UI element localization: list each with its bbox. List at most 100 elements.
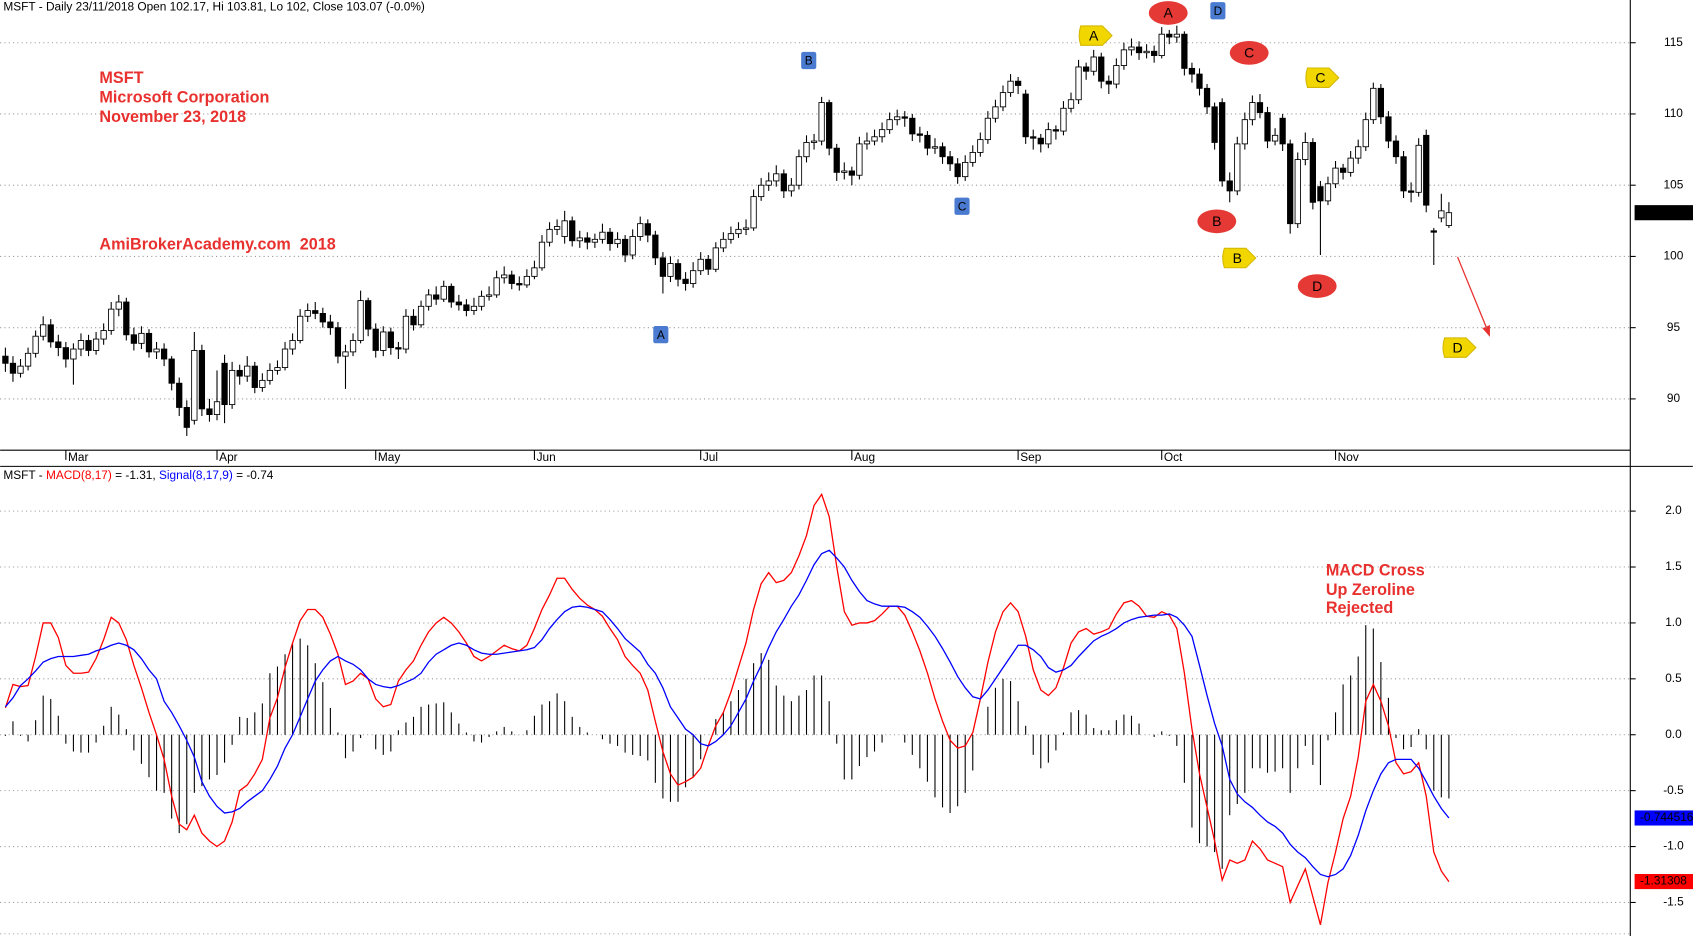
legend-title: MSFT - — [3, 468, 46, 482]
candle-body — [55, 341, 62, 349]
candle-body — [1347, 157, 1354, 173]
candle-body — [485, 294, 493, 297]
candle-body — [1249, 102, 1256, 121]
candle-body — [92, 338, 100, 351]
candle-body — [24, 352, 32, 367]
candle-body — [924, 134, 931, 149]
candle-body — [349, 340, 357, 353]
wave-label: A — [1089, 27, 1099, 43]
header: MSFT - Daily 23/11/2018 Open 102.17, Hi … — [3, 0, 425, 14]
arrow-head — [1482, 324, 1490, 337]
candle-body — [417, 305, 425, 326]
candle-body — [1188, 67, 1196, 75]
candle-body — [281, 348, 289, 368]
candle-body — [818, 102, 825, 142]
candle-body — [621, 238, 629, 256]
candle-body — [266, 369, 274, 381]
x-tick-label: Jul — [703, 450, 718, 464]
y-tick-label: -1.0 — [1663, 839, 1684, 853]
last-value-box — [1634, 205, 1693, 221]
candle-body — [788, 184, 795, 192]
last-value-label: -1.31308 — [1640, 874, 1687, 888]
candle-body — [614, 238, 621, 245]
candle-body — [894, 116, 901, 121]
candle-body — [1128, 46, 1135, 51]
candle-body — [977, 139, 984, 153]
candle-body — [705, 258, 712, 270]
wave-marker — [801, 51, 817, 70]
candle-body — [1211, 106, 1218, 143]
candle-body — [674, 263, 682, 280]
candle-body — [1256, 102, 1264, 113]
candle-body — [402, 315, 410, 350]
candle-body — [297, 315, 304, 341]
y-tick-label: 110 — [1664, 106, 1683, 120]
candle-body — [387, 331, 394, 349]
candle-body — [1022, 93, 1029, 138]
candle-body — [727, 233, 735, 240]
candle-body — [803, 142, 810, 158]
y-tick-label: 0.0 — [1665, 727, 1682, 741]
last-value-label: 103.07 — [1640, 205, 1676, 219]
wave-label: A — [1164, 5, 1174, 21]
candle-body — [1355, 146, 1362, 159]
candle-body — [750, 196, 757, 229]
wave-marker — [1197, 209, 1237, 234]
candle-body — [145, 332, 153, 353]
candle-body — [501, 274, 508, 279]
candle-body — [652, 234, 659, 259]
candle-body — [780, 173, 787, 192]
y-tick-label: 0.5 — [1665, 671, 1682, 685]
last-value-box — [1634, 810, 1693, 826]
candle-body — [599, 231, 606, 240]
candle-body — [70, 348, 77, 360]
candle-body — [735, 228, 742, 235]
candle-body — [584, 237, 591, 243]
candle-body — [130, 334, 138, 344]
candle-body — [856, 143, 863, 176]
wave-label: D — [1312, 278, 1322, 294]
macd-line — [4, 492, 1450, 925]
candle-body — [138, 332, 145, 344]
candle-body — [1392, 140, 1400, 158]
candle-body — [531, 267, 538, 277]
last-value-label: -0.744516 — [1640, 810, 1693, 824]
legend-value: = -1.31, — [112, 468, 159, 482]
candle-body — [1309, 142, 1316, 203]
candle-body — [1083, 66, 1090, 72]
candle-body — [1264, 112, 1271, 142]
wave-marker — [1305, 67, 1340, 88]
candle-body — [758, 184, 765, 198]
x-tick-label: Jun — [537, 450, 556, 464]
candle-body — [667, 263, 674, 277]
x-tick-label: Nov — [1338, 450, 1359, 464]
candle-body — [969, 152, 976, 163]
candle-body — [1113, 65, 1120, 85]
candle-body — [77, 340, 85, 350]
x-tick-label: May — [378, 450, 400, 464]
candle-body — [1120, 49, 1128, 66]
candle-body — [160, 348, 168, 360]
candle-body — [1052, 129, 1060, 132]
wave-marker — [1222, 247, 1257, 269]
candle-body — [591, 238, 599, 243]
candle-body — [984, 117, 992, 141]
candle-body — [1279, 117, 1286, 145]
candle-body — [47, 324, 54, 343]
candle-body — [1075, 66, 1082, 101]
candle-body — [259, 379, 266, 388]
wave-marker — [954, 197, 970, 215]
candle-body — [1203, 87, 1211, 108]
candle-body — [410, 315, 417, 326]
y-tick-label: 100 — [1664, 249, 1684, 263]
x-tick-label: Aug — [854, 450, 875, 464]
x-tick-label: Mar — [68, 450, 88, 464]
candle-body — [168, 358, 175, 384]
candle-body — [765, 180, 772, 186]
candle-body — [1430, 230, 1437, 233]
candle-body — [546, 228, 553, 243]
candle-body — [213, 401, 221, 416]
candle-body — [1287, 143, 1294, 225]
